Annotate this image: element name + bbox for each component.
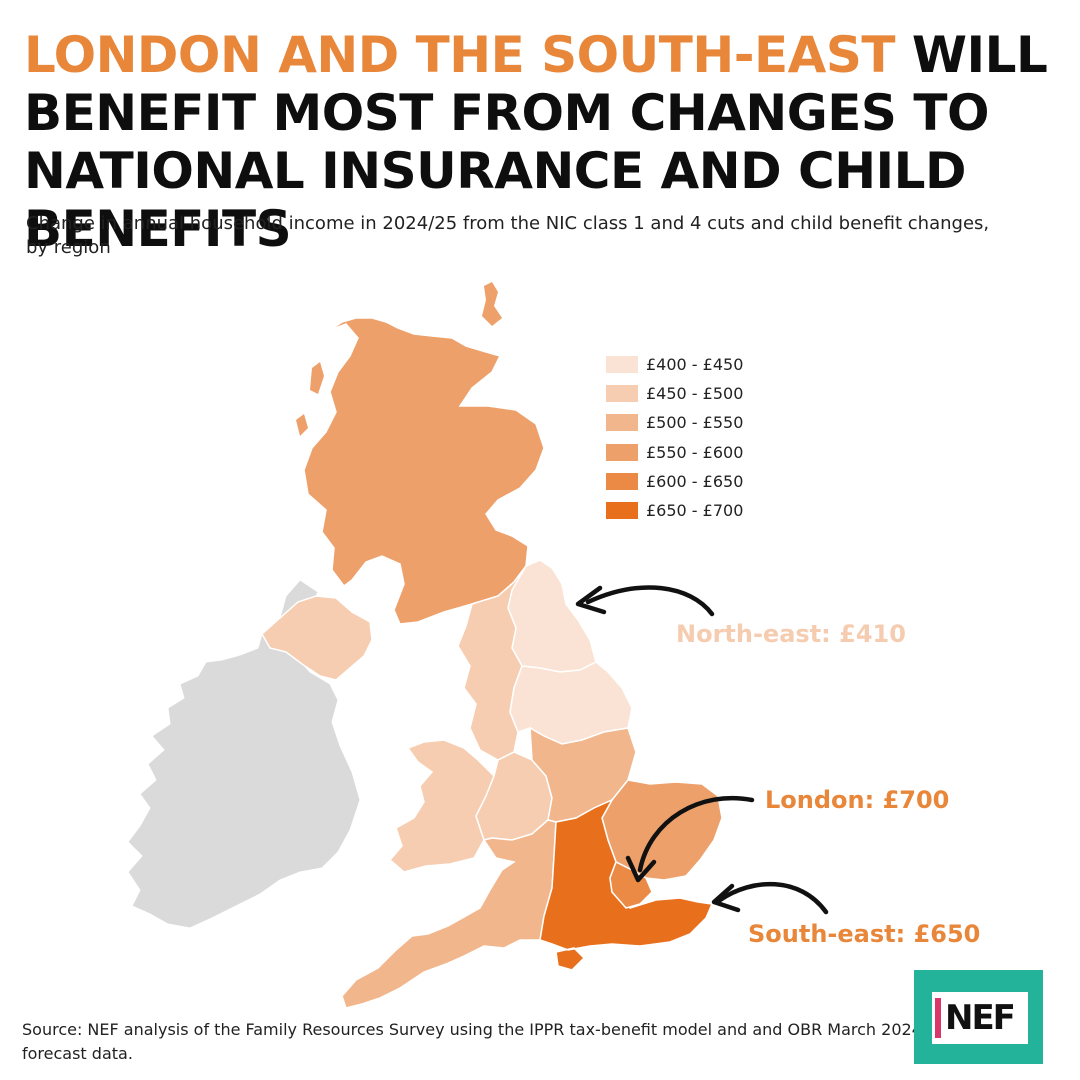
legend-label: £600 - £650 — [646, 471, 744, 491]
legend-item: £400 - £450 — [606, 350, 743, 379]
legend-swatch — [606, 385, 638, 403]
nef-logo-bar — [935, 998, 941, 1038]
legend-item: £600 - £650 — [606, 467, 743, 496]
legend-label: £400 - £450 — [646, 355, 744, 375]
nef-logo-text: NEF — [945, 998, 1016, 1038]
nef-logo-plate: NEF — [932, 992, 1028, 1044]
legend-swatch — [606, 443, 638, 461]
legend-swatch — [606, 502, 638, 520]
region-south-east — [539, 798, 714, 971]
callout-london: London: £700 — [765, 786, 950, 814]
arrow-london — [637, 795, 755, 873]
headline-highlight: London and the South-East — [24, 26, 895, 84]
region-wales — [388, 739, 495, 873]
legend-label: £650 - £700 — [646, 501, 744, 521]
legend-swatch — [606, 356, 638, 374]
callout-arrows — [575, 585, 829, 915]
legend-item: £450 - £500 — [606, 379, 743, 408]
subtitle: Change in annual household income in 202… — [26, 213, 990, 258]
region-north-east — [507, 559, 597, 673]
legend-swatch — [606, 472, 638, 490]
arrow-north-east — [585, 585, 715, 617]
map-legend: £400 - £450 £450 - £500 £500 - £550 £550… — [606, 350, 743, 525]
legend-swatch — [606, 414, 638, 432]
headline-rest: will benefit most from changes to Nation… — [24, 26, 1048, 258]
arrowhead-london — [625, 855, 657, 883]
legend-label: £500 - £550 — [646, 413, 744, 433]
legend-item: £650 - £700 — [606, 496, 743, 525]
legend-item: £550 - £600 — [606, 438, 743, 467]
arrow-south-east — [717, 881, 829, 915]
legend-label: £450 - £500 — [646, 384, 744, 404]
callout-south-east: South-east: £650 — [748, 920, 981, 948]
arrowhead-south-east — [711, 883, 741, 913]
callout-north-east: North-east: £410 — [676, 620, 906, 648]
region-scotland — [303, 317, 545, 625]
region-northern-ireland — [261, 595, 373, 681]
headline: London and the South-East will benefit m… — [24, 26, 1064, 258]
legend-item: £500 - £550 — [606, 408, 743, 437]
arrowhead-north-east — [575, 585, 607, 615]
nef-logo: NEF — [914, 970, 1043, 1064]
legend-label: £550 - £600 — [646, 442, 744, 462]
source-note: Source: NEF analysis of the Family Resou… — [22, 1020, 922, 1063]
